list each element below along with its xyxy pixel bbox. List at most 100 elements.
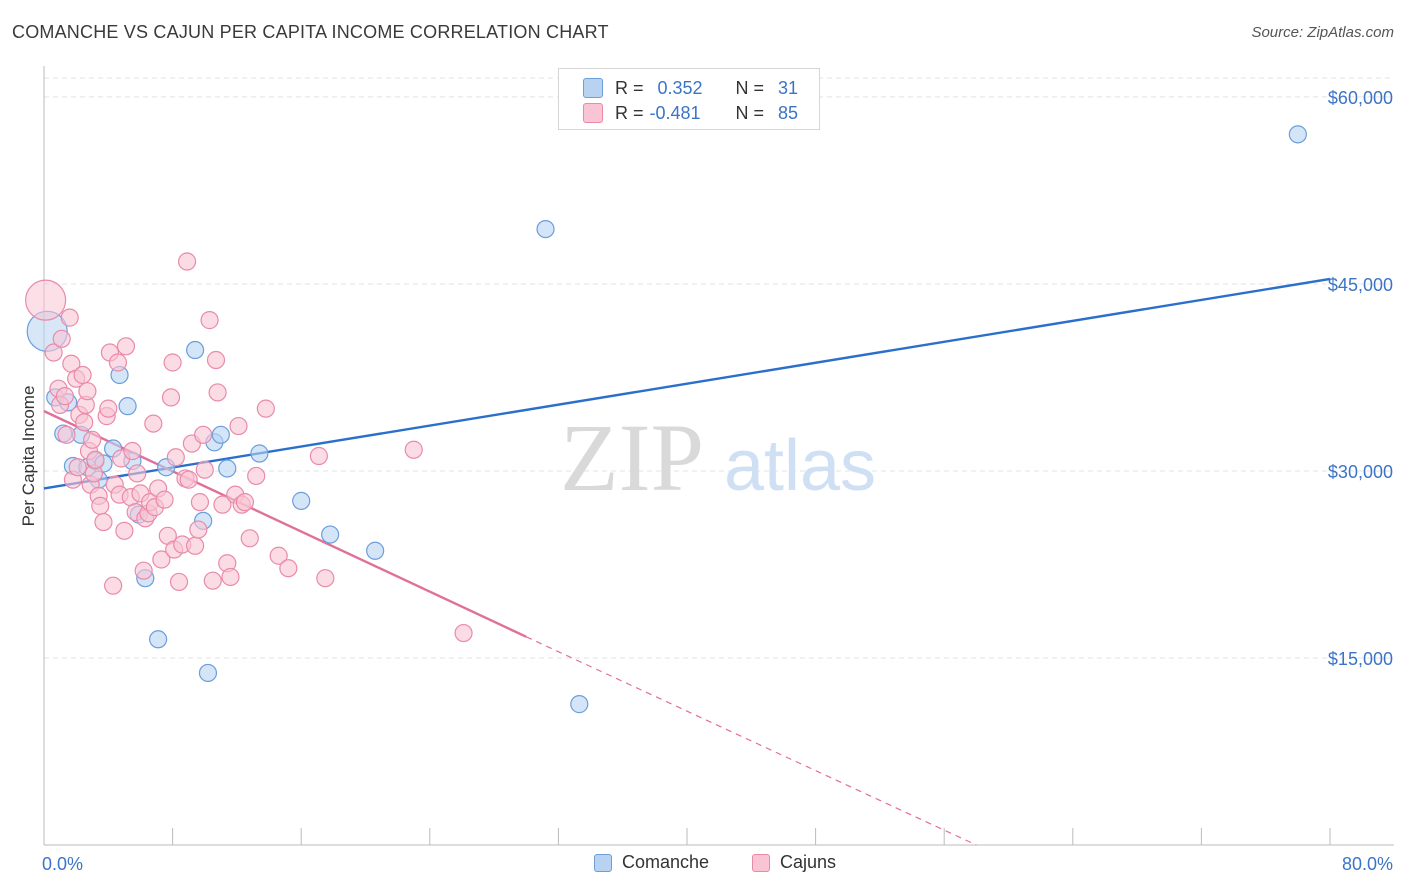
- cajun-point: [116, 337, 136, 356]
- cajun-point: [94, 512, 113, 532]
- comanche-point: [186, 340, 205, 360]
- y-tick-label: $30,000: [1328, 462, 1393, 482]
- comanche-point: [536, 219, 555, 239]
- comanche-point: [321, 525, 340, 544]
- cajun-point: [75, 413, 94, 432]
- cajun-point: [454, 623, 473, 643]
- cajun-point: [279, 559, 298, 578]
- cajun-point: [194, 425, 213, 444]
- cajun-point: [269, 546, 288, 565]
- cajun-point: [57, 425, 76, 444]
- cajun-point: [190, 493, 210, 512]
- cajun-point: [166, 448, 185, 467]
- y-tick-label: $15,000: [1328, 649, 1393, 669]
- comanche-point: [570, 695, 589, 714]
- cajun-point: [206, 350, 226, 370]
- cajun-point: [152, 550, 171, 569]
- cajun-point: [404, 440, 423, 459]
- cajun-point: [163, 353, 182, 372]
- r-label: R =: [615, 102, 644, 123]
- chart-title: COMANCHE VS CAJUN PER CAPITA INCOME CORR…: [12, 22, 609, 42]
- cajun-point: [203, 571, 222, 590]
- comanche-point: [118, 397, 137, 416]
- comanche-point: [218, 459, 237, 478]
- axes: [43, 66, 1394, 846]
- cajun-point: [256, 399, 275, 418]
- cajun-point: [123, 441, 142, 461]
- cajun-point: [128, 464, 147, 483]
- cajun-point: [86, 450, 105, 469]
- trend-lines: [43, 277, 1331, 846]
- cajun-point: [309, 446, 328, 466]
- data-points: [25, 125, 1307, 714]
- r-value: 0.352: [657, 77, 703, 98]
- n-label: N =: [735, 102, 765, 123]
- cajun-point: [73, 365, 92, 385]
- comanche-point: [211, 425, 230, 444]
- n-label: N =: [735, 77, 765, 98]
- cajun-point: [208, 383, 227, 402]
- r-label: R =: [615, 77, 644, 98]
- cajun-point: [25, 279, 67, 321]
- comanche-point: [198, 663, 218, 683]
- cajun-point: [221, 567, 240, 587]
- cajun-point: [91, 496, 110, 515]
- cajun-point: [108, 353, 128, 372]
- cajun-point: [189, 520, 208, 539]
- comanche-point: [250, 444, 269, 463]
- legend-item-comanche[interactable]: Comanche: [594, 852, 709, 873]
- y-axis-label: Per Capita Income: [19, 386, 38, 527]
- cajun-point: [200, 311, 219, 330]
- cajun-point: [60, 308, 79, 327]
- comanche-point: [366, 541, 385, 560]
- y-tick-label: $60,000: [1328, 88, 1393, 108]
- cajun-point: [179, 470, 198, 489]
- cajuns-swatch: [752, 853, 770, 872]
- stats-row-cajuns: R = -0.481 N = 85: [583, 101, 798, 125]
- legend-label: Cajuns: [780, 852, 837, 872]
- cajun-point: [240, 529, 259, 548]
- n-value: 31: [778, 77, 799, 98]
- cajun-point: [169, 572, 189, 592]
- cajun-point: [177, 252, 197, 271]
- legend-label: Comanche: [622, 852, 710, 872]
- cajun-point: [134, 561, 153, 580]
- source-label: Source: ZipAtlas.com: [1251, 24, 1394, 41]
- y-tick-label: $45,000: [1328, 275, 1393, 295]
- cajun-point: [68, 458, 87, 477]
- watermark: ZIP atlas: [560, 404, 876, 511]
- x-tick-label: 0.0%: [42, 854, 83, 874]
- comanche-point: [1288, 125, 1307, 144]
- cajun-point: [247, 466, 266, 486]
- cajun-point: [78, 382, 97, 401]
- cajun-point: [213, 495, 232, 514]
- cajun-point: [115, 521, 134, 540]
- cajun-point: [316, 569, 335, 588]
- watermark-zip: ZIP: [560, 404, 704, 511]
- stats-row-comanche: R = 0.352 N = 31: [583, 76, 799, 100]
- cajun-point: [44, 343, 63, 362]
- cajun-point: [235, 493, 255, 512]
- cajun-point: [52, 329, 71, 348]
- cajun-point: [83, 430, 102, 449]
- cajun-point: [99, 399, 118, 418]
- series-legend: Comanche Cajuns: [0, 852, 1406, 878]
- cajun-point: [161, 388, 181, 407]
- comanche-point: [292, 491, 311, 510]
- cajun-point: [195, 460, 214, 479]
- gridlines: [44, 77, 1394, 659]
- axis-labels: $15,000 $30,000 $45,000 $60,000 0.0% 80.0% Per…: [19, 88, 1393, 874]
- cajun-point: [229, 416, 248, 436]
- cajun-point: [55, 387, 74, 406]
- comanche-swatch: [583, 78, 603, 98]
- stats-legend: R = 0.352 N = 31 R = -0.481 N = 85: [558, 68, 820, 130]
- cajun-point: [144, 414, 163, 433]
- comanche-swatch: [594, 853, 612, 872]
- comanche-point: [149, 630, 168, 649]
- cajun-point: [186, 536, 205, 555]
- r-value: -0.481: [649, 102, 701, 123]
- x-tick-label: 80.0%: [1342, 854, 1393, 874]
- cajuns-swatch: [583, 103, 603, 123]
- legend-item-cajuns[interactable]: Cajuns: [752, 852, 836, 873]
